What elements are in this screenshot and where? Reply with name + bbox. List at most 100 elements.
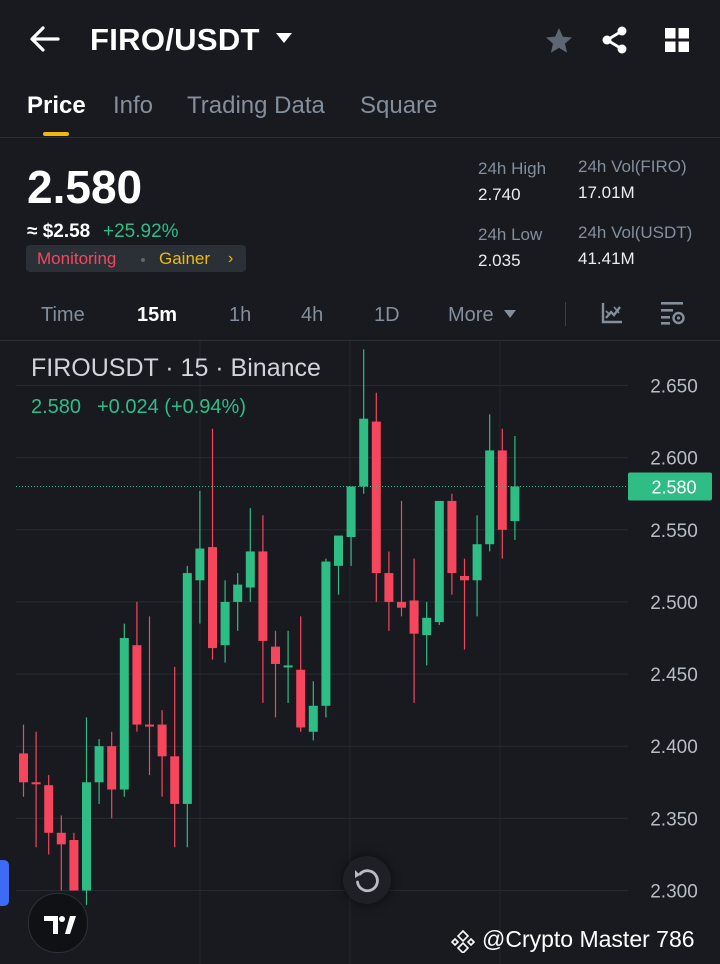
interval-15m[interactable]: 15m <box>137 304 178 326</box>
candle <box>233 573 243 631</box>
divider <box>0 137 720 138</box>
volume-quote-value: 41.41M <box>578 249 635 268</box>
interval-time[interactable]: Time <box>41 304 85 326</box>
interval-more[interactable]: More <box>448 304 494 326</box>
price-tick-label: 2.600 <box>650 449 698 470</box>
candle <box>434 500 444 626</box>
candle-body <box>434 500 444 623</box>
candle-body <box>447 500 457 574</box>
tab-trading-data[interactable]: Trading Data <box>187 92 325 119</box>
candle <box>384 551 394 631</box>
share-icon[interactable] <box>600 25 630 55</box>
candle <box>447 493 457 595</box>
price-tick-label: 2.500 <box>650 593 698 614</box>
candles-layer <box>19 349 520 905</box>
price-tick-label: 2.450 <box>650 665 698 686</box>
tag-gainer[interactable]: Gainer <box>159 249 211 268</box>
refresh-icon <box>355 869 379 893</box>
candle <box>157 710 167 797</box>
tags-badge[interactable] <box>26 245 246 272</box>
candle <box>371 392 381 602</box>
candle-body <box>69 840 79 891</box>
candle-body <box>346 486 356 537</box>
interval-1d[interactable]: 1D <box>374 304 400 326</box>
indicator-chart-icon[interactable] <box>600 301 624 325</box>
price-tick-label: 2.300 <box>650 882 698 903</box>
chevron-right-icon[interactable]: › <box>228 250 234 267</box>
tab-price[interactable]: Price <box>27 92 86 119</box>
high-24h-value: 2.740 <box>478 185 521 204</box>
candle <box>170 666 180 848</box>
candle-body <box>321 561 331 706</box>
candle-body <box>409 600 419 634</box>
grid-icon[interactable] <box>663 26 691 54</box>
interval-4h[interactable]: 4h <box>301 304 324 326</box>
candle-body <box>371 421 381 574</box>
divider <box>0 340 720 341</box>
candle <box>409 558 419 703</box>
candle <box>472 515 482 617</box>
active-tab-indicator <box>43 132 69 136</box>
tab-square[interactable]: Square <box>360 92 438 119</box>
chart-last-price: 2.580 <box>31 396 82 418</box>
candlestick-chart[interactable]: 2.650 2.600 2.550 2.500 2.450 2.400 2.350 2.300… <box>0 341 720 964</box>
candle-body <box>422 617 432 636</box>
tag-separator <box>141 258 145 262</box>
candle <box>460 558 469 650</box>
candle-body <box>157 724 167 757</box>
candle <box>258 515 268 703</box>
reset-chart-button[interactable] <box>343 856 391 904</box>
candle <box>119 623 129 797</box>
candle <box>56 815 66 891</box>
caret-down-icon[interactable] <box>275 32 293 44</box>
candle-body <box>384 573 394 602</box>
candle-body <box>82 782 91 891</box>
interval-1h[interactable]: 1h <box>229 304 252 326</box>
back-arrow-icon[interactable] <box>28 24 62 54</box>
candle <box>510 436 520 540</box>
candle-body <box>132 645 142 725</box>
usd-approx-price: ≈ $2.58 <box>27 221 91 242</box>
volume-base-value: 17.01M <box>578 183 635 202</box>
volume-base-label: 24h Vol(FIRO) <box>578 157 687 176</box>
price-axis: 2.650 2.600 2.550 2.500 2.450 2.400 2.350 2.300 <box>650 377 698 903</box>
candle <box>208 428 217 660</box>
caret-down-icon[interactable] <box>504 310 516 318</box>
chart-settings-icon[interactable] <box>660 300 686 326</box>
candle <box>195 490 205 624</box>
candle <box>82 717 91 905</box>
tradingview-logo[interactable] <box>28 893 88 953</box>
candle-body <box>170 756 180 804</box>
candle-body <box>245 551 255 588</box>
star-icon[interactable] <box>544 26 574 56</box>
candle <box>245 508 255 602</box>
candle-body <box>19 753 28 783</box>
candle <box>220 580 230 663</box>
watermark-text: @Crypto Master 786 <box>482 926 695 952</box>
candle <box>271 630 280 718</box>
tab-info[interactable]: Info <box>113 92 154 119</box>
binance-logo-icon <box>450 929 476 953</box>
candle-body <box>283 665 293 668</box>
candle <box>321 558 331 718</box>
candle <box>397 500 406 617</box>
candle <box>19 724 28 797</box>
candle-body <box>182 573 192 804</box>
pair-selector[interactable]: FIRO/USDT <box>90 22 260 57</box>
candle-body <box>56 832 66 845</box>
candle-body <box>258 551 268 641</box>
price-tick-label: 2.650 <box>650 377 698 398</box>
candle <box>94 739 104 804</box>
tag-monitoring[interactable]: Monitoring <box>37 249 117 268</box>
candle-body <box>145 724 154 727</box>
candle <box>346 486 356 566</box>
change-percent: +25.92% <box>103 221 179 242</box>
candle-body <box>44 785 54 833</box>
candle <box>145 616 154 776</box>
candle-body <box>497 450 507 530</box>
candle-body <box>94 746 104 783</box>
tradingview-icon <box>44 916 76 934</box>
candle-body <box>271 646 280 664</box>
side-panel-tab[interactable] <box>0 860 9 906</box>
last-price: 2.580 <box>27 161 143 213</box>
